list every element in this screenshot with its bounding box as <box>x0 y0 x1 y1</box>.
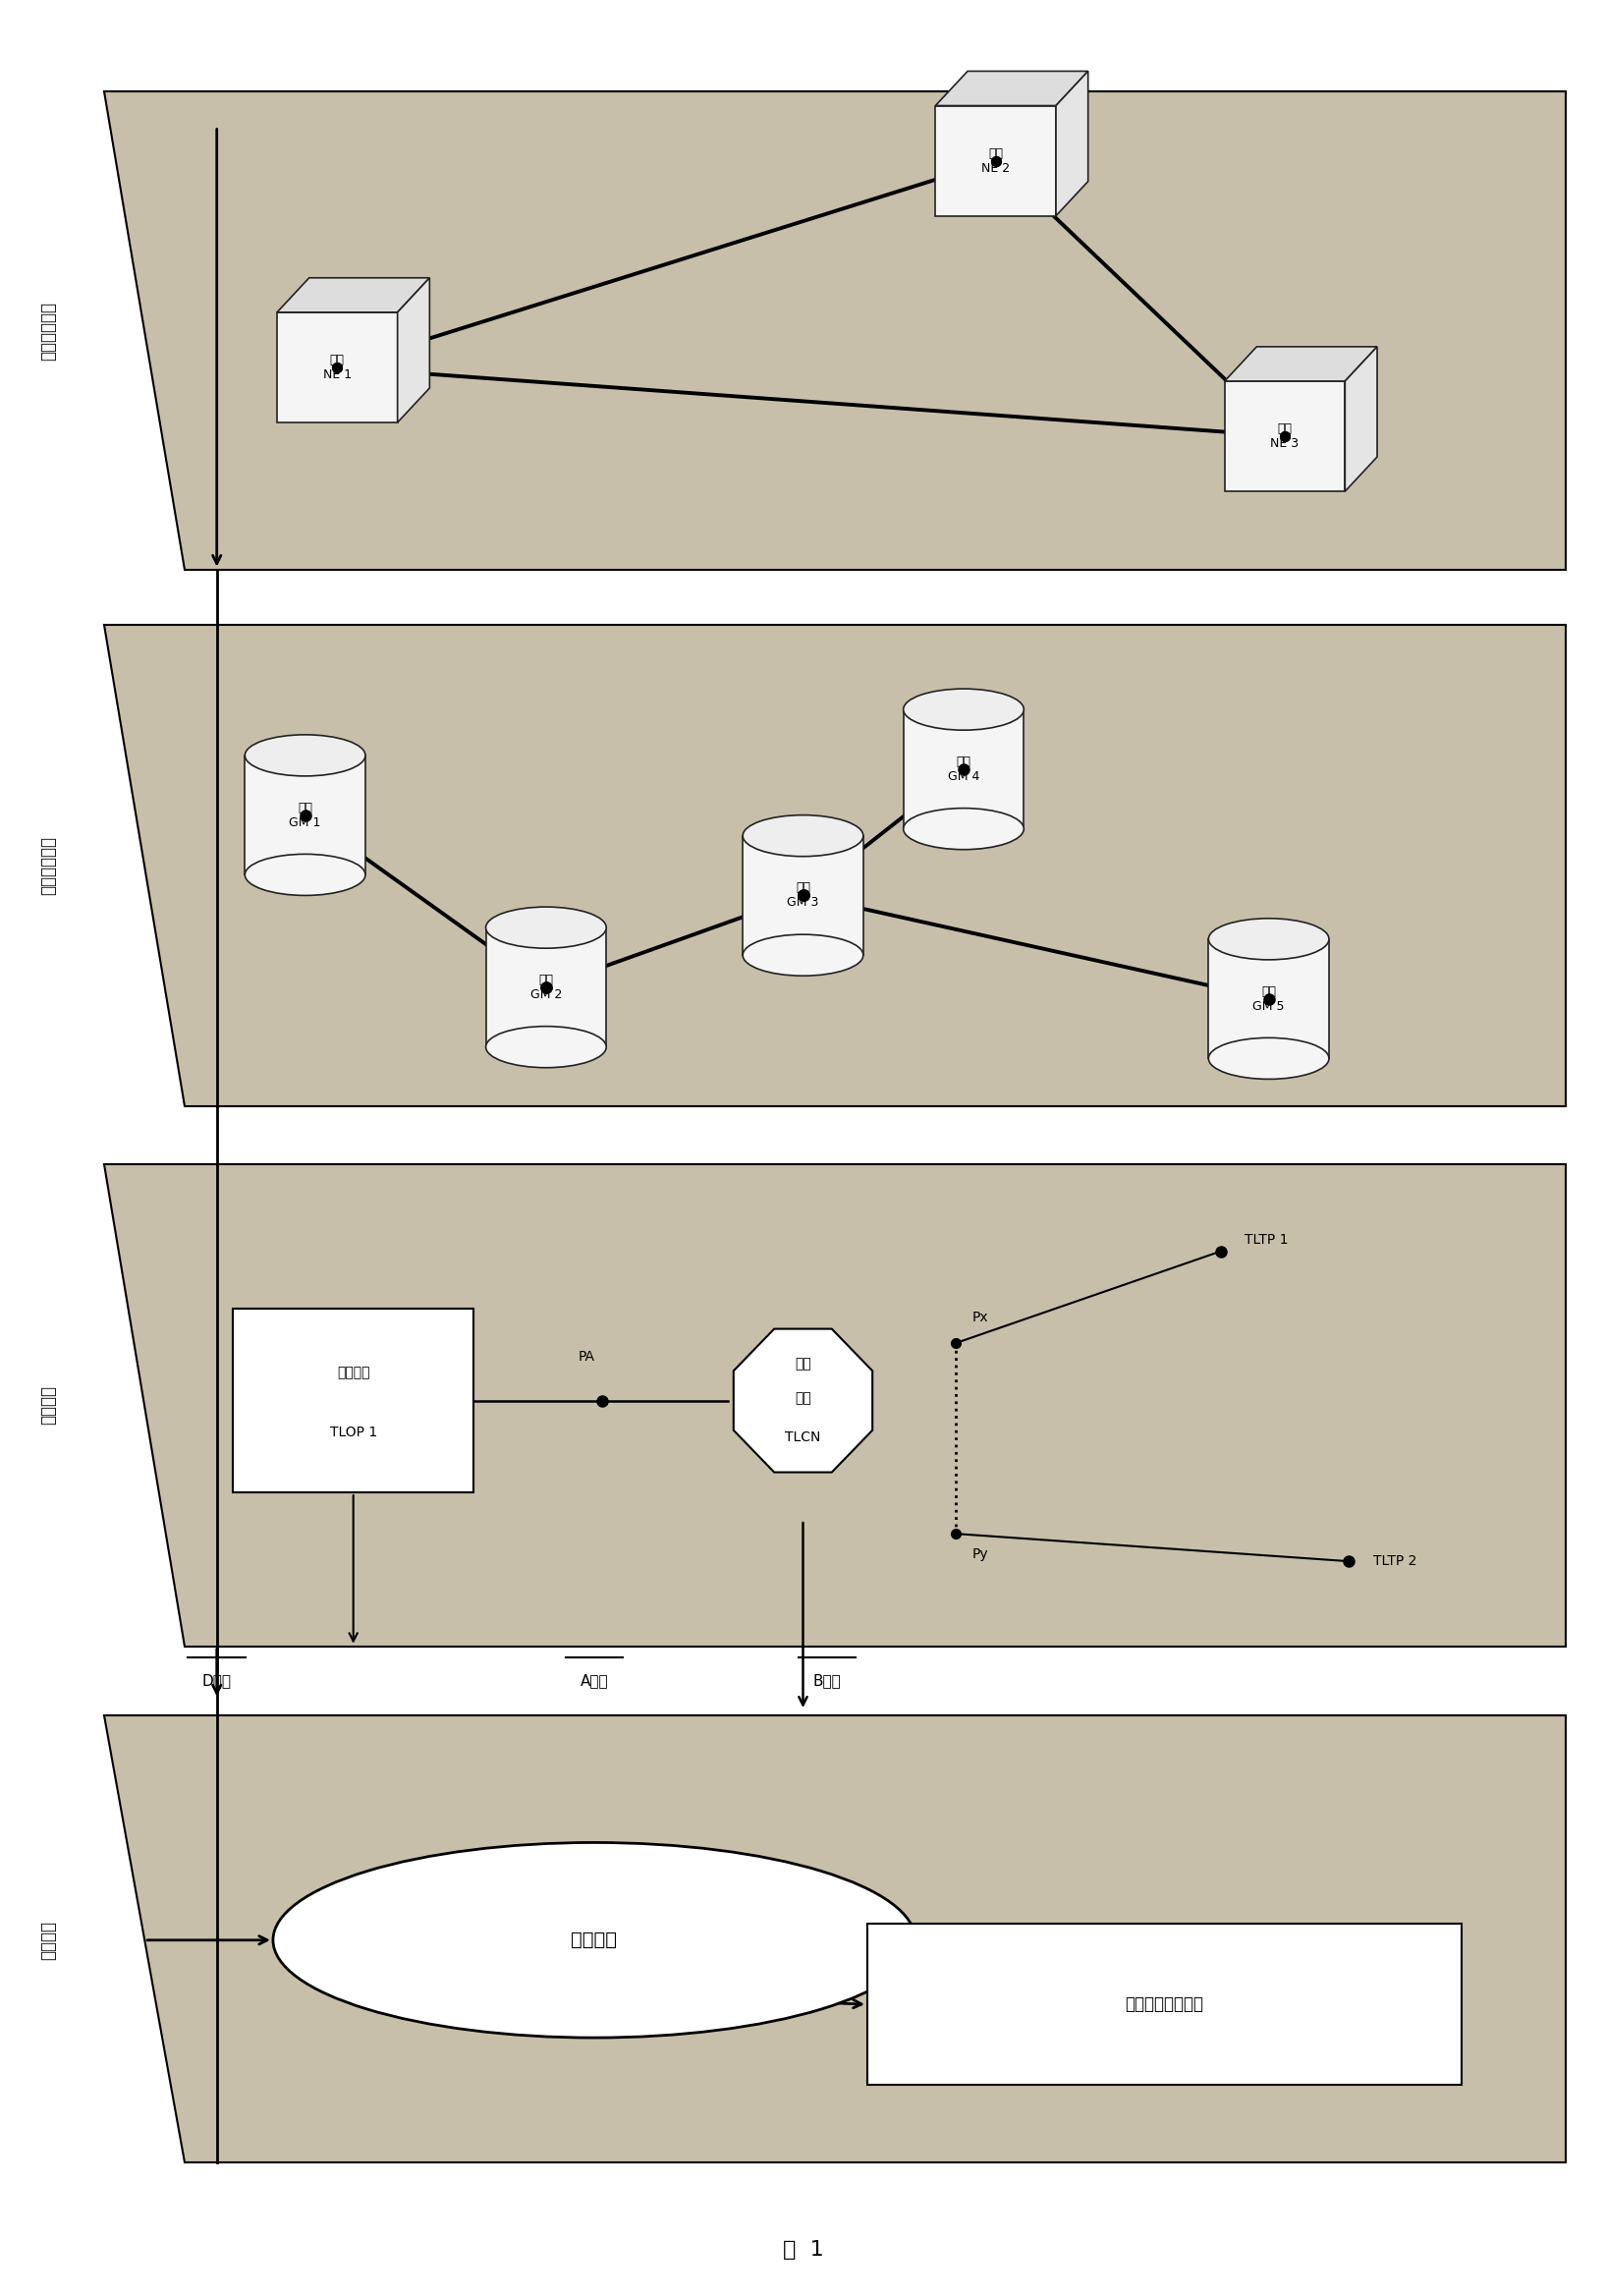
Text: TLOP 1: TLOP 1 <box>329 1426 377 1440</box>
Ellipse shape <box>903 689 1025 730</box>
Polygon shape <box>278 278 430 312</box>
Text: 网元
NE 1: 网元 NE 1 <box>323 354 352 381</box>
Text: 网元
NE 2: 网元 NE 2 <box>981 147 1010 174</box>
Polygon shape <box>1225 347 1378 381</box>
Text: 地标
GM 1: 地标 GM 1 <box>289 801 321 829</box>
Polygon shape <box>734 1329 872 1472</box>
Text: Px: Px <box>972 1311 988 1325</box>
Polygon shape <box>104 1715 1566 2163</box>
Ellipse shape <box>273 1841 915 2039</box>
Polygon shape <box>903 709 1025 829</box>
Text: 图  1: 图 1 <box>782 2241 824 2259</box>
Text: 光纤业务平面: 光纤业务平面 <box>39 301 58 360</box>
Ellipse shape <box>246 854 366 895</box>
Text: 通信网络: 通信网络 <box>572 1931 617 1949</box>
Ellipse shape <box>742 934 864 976</box>
Text: 测试平面: 测试平面 <box>39 1384 58 1426</box>
Text: TLTP 2: TLTP 2 <box>1373 1554 1416 1568</box>
Polygon shape <box>104 1164 1566 1646</box>
FancyBboxPatch shape <box>233 1309 474 1492</box>
Polygon shape <box>1057 71 1089 216</box>
Ellipse shape <box>487 1026 607 1068</box>
Ellipse shape <box>903 808 1025 850</box>
Polygon shape <box>487 928 607 1047</box>
Polygon shape <box>935 71 1089 106</box>
Text: 测试装置: 测试装置 <box>337 1366 369 1380</box>
Text: 选通: 选通 <box>795 1357 811 1371</box>
Polygon shape <box>935 106 1057 216</box>
Polygon shape <box>278 312 398 422</box>
Text: B接口: B接口 <box>813 1674 842 1688</box>
Polygon shape <box>1346 347 1378 491</box>
Text: PA: PA <box>578 1350 594 1364</box>
Polygon shape <box>246 755 366 875</box>
Text: 网元
NE 3: 网元 NE 3 <box>1270 422 1299 450</box>
Polygon shape <box>398 278 430 422</box>
Ellipse shape <box>246 735 366 776</box>
Polygon shape <box>742 836 864 955</box>
Text: 光缆网络平面: 光缆网络平面 <box>39 836 58 895</box>
Text: 地标
GM 4: 地标 GM 4 <box>948 755 980 783</box>
Text: 监控平面: 监控平面 <box>39 1919 58 1961</box>
Text: 地标
GM 2: 地标 GM 2 <box>530 974 562 1001</box>
Ellipse shape <box>1209 1038 1330 1079</box>
Text: D接口: D接口 <box>202 1674 231 1688</box>
Ellipse shape <box>742 815 864 856</box>
Ellipse shape <box>487 907 607 948</box>
Text: 地标
GM 5: 地标 GM 5 <box>1253 985 1285 1013</box>
Text: TLCN: TLCN <box>785 1430 821 1444</box>
Polygon shape <box>1225 381 1346 491</box>
Text: A接口: A接口 <box>580 1674 609 1688</box>
Ellipse shape <box>1209 918 1330 960</box>
Text: 装置: 装置 <box>795 1391 811 1405</box>
Polygon shape <box>104 92 1566 569</box>
Text: Py: Py <box>972 1548 988 1561</box>
Text: TLTP 1: TLTP 1 <box>1245 1233 1288 1247</box>
Polygon shape <box>1209 939 1330 1058</box>
Polygon shape <box>104 625 1566 1107</box>
Text: 光纤自动监测模块: 光纤自动监测模块 <box>1126 1995 1203 2014</box>
Text: 地标
GM 3: 地标 GM 3 <box>787 882 819 909</box>
FancyBboxPatch shape <box>867 1924 1461 2085</box>
